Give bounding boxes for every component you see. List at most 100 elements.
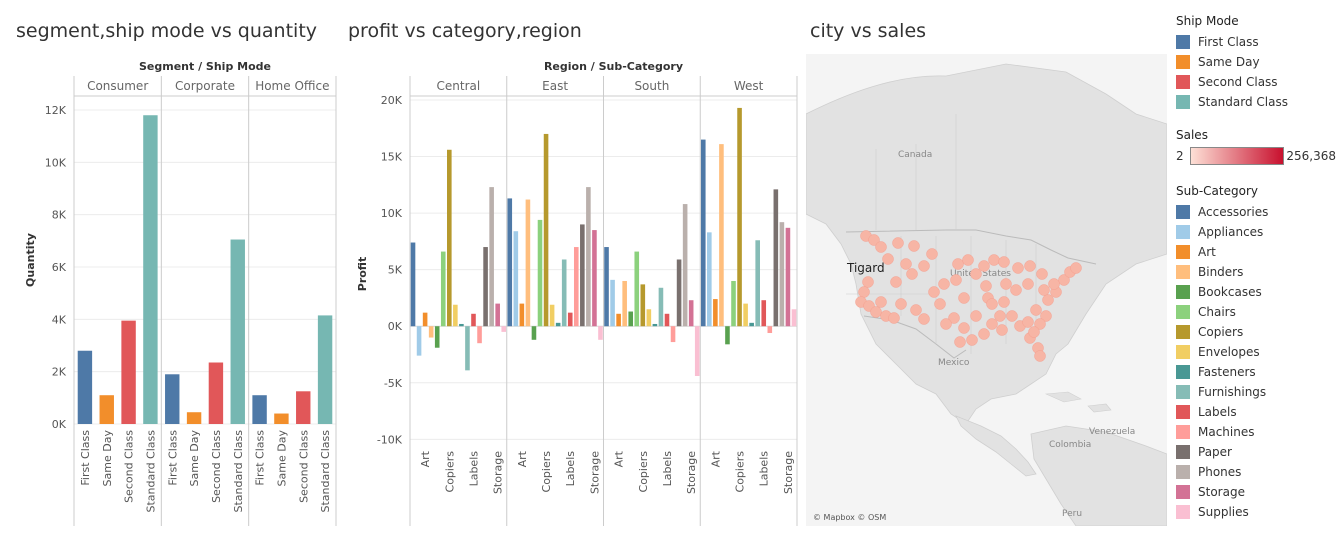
bar-south-phones [682, 204, 688, 327]
sub-category-legend-item-envelopes[interactable]: Envelopes [1176, 342, 1336, 362]
profit-bar-chart[interactable]: Region / Sub-Category Profit -10K -5K 0K 5K 10… [340, 48, 800, 538]
bar-west-supplies [791, 309, 797, 327]
bar-consumer-second-class [121, 320, 136, 424]
sales-map[interactable]: Canada United States Mexico Venezuela Co… [806, 54, 1167, 526]
legend-label: Supplies [1198, 505, 1249, 519]
legend-swatch [1176, 285, 1190, 299]
legend-swatch [1176, 485, 1190, 499]
x-tick-label: Copiers [443, 451, 456, 493]
chart2-title: profit vs category,region [348, 20, 582, 42]
y-tick-label: 4K [52, 313, 67, 326]
ship-mode-legend-item-same-day[interactable]: Same Day [1176, 52, 1336, 72]
x-tick-label: Same Day [188, 430, 201, 487]
city-point [1034, 350, 1046, 362]
y-tick-label: 8K [52, 209, 67, 222]
ship-mode-legend-item-standard-class[interactable]: Standard Class [1176, 92, 1336, 112]
legend-swatch [1176, 445, 1190, 459]
city-point [1006, 310, 1018, 322]
city-point [1070, 262, 1082, 274]
legend-label: Art [1198, 245, 1216, 259]
city-point [900, 258, 912, 270]
sub-category-legend-item-chairs[interactable]: Chairs [1176, 302, 1336, 322]
city-point [954, 336, 966, 348]
bar-east-accessories [507, 198, 513, 327]
sub-category-legend-item-bookcases[interactable]: Bookcases [1176, 282, 1336, 302]
quantity-bar-chart[interactable]: Segment / Ship Mode Quantity 0K 2K 4K 6K 8K 10K… [0, 48, 340, 538]
sub-category-legend-item-labels[interactable]: Labels [1176, 402, 1336, 422]
city-point [1012, 262, 1024, 274]
ship-mode-legend-item-first-class[interactable]: First Class [1176, 32, 1336, 52]
city-point [1040, 310, 1052, 322]
map-attribution: © Mapbox © OSM [813, 513, 886, 522]
segment-ship-mode-header: Segment / Ship Mode [139, 60, 271, 73]
sub-category-legend-item-phones[interactable]: Phones [1176, 462, 1336, 482]
x-tick-label: First Class [166, 430, 179, 486]
bar-west-machines [767, 326, 773, 334]
city-points[interactable] [855, 230, 1082, 362]
legend-label: Machines [1198, 425, 1255, 439]
bar-east-envelopes [549, 304, 555, 327]
sub-category-legend-item-copiers[interactable]: Copiers [1176, 322, 1336, 342]
bar-south-appliances [610, 279, 615, 327]
legend-swatch [1176, 405, 1190, 419]
bar-east-labels [567, 312, 573, 327]
x-tick-label: Storage [685, 451, 698, 494]
sub-category-legend-item-binders[interactable]: Binders [1176, 262, 1336, 282]
bar-central-appliances [416, 326, 422, 356]
y-tick-label: 0K [388, 320, 403, 333]
us-canada-border [845, 229, 1097, 265]
city-point [1030, 304, 1042, 316]
ship-mode-legend-item-second-class[interactable]: Second Class [1176, 72, 1336, 92]
bar-home-office-second-class [296, 391, 311, 424]
legend-swatch [1176, 505, 1190, 519]
country-label-peru: Peru [1062, 509, 1082, 519]
city-point [1034, 318, 1046, 330]
sub-category-legend-item-supplies[interactable]: Supplies [1176, 502, 1336, 522]
city-point [875, 296, 887, 308]
city-point [875, 241, 887, 253]
map-canvas[interactable]: Canada United States Mexico Venezuela Co… [806, 54, 1167, 526]
bar-central-copiers [447, 149, 452, 327]
city-point [1036, 268, 1048, 280]
sub-category-legend-item-art[interactable]: Art [1176, 242, 1336, 262]
bar-south-bookcases [628, 311, 634, 327]
region-header-south: South [634, 79, 669, 93]
chart3-title: city vs sales [810, 20, 927, 42]
city-point [940, 318, 952, 330]
city-point [918, 313, 930, 325]
bar-central-chairs [440, 251, 446, 327]
city-point [958, 322, 970, 334]
segment-header-corporate: Corporate [175, 79, 235, 93]
city-point [858, 286, 870, 298]
sales-legend-max: 256,368 [1286, 149, 1336, 163]
sub-category-legend-item-paper[interactable]: Paper [1176, 442, 1336, 462]
country-label-mexico: Mexico [938, 358, 970, 368]
legend-label: Same Day [1198, 55, 1260, 69]
city-point [908, 240, 920, 252]
legend-label: Binders [1198, 265, 1244, 279]
city-point [906, 268, 918, 280]
sales-gradient-bar [1189, 147, 1285, 165]
bar-west-envelopes [743, 303, 748, 327]
city-point [978, 328, 990, 340]
bar-central-supplies [501, 326, 507, 332]
city-point [1028, 326, 1040, 338]
sub-category-legend-item-appliances[interactable]: Appliances [1176, 222, 1336, 242]
legend-swatch [1176, 365, 1190, 379]
sub-category-legend-item-fasteners[interactable]: Fasteners [1176, 362, 1336, 382]
sub-category-legend-item-furnishings[interactable]: Furnishings [1176, 382, 1336, 402]
sub-category-legend-item-machines[interactable]: Machines [1176, 422, 1336, 442]
x-tick-label: Copiers [637, 451, 650, 493]
bar-central-bookcases [434, 326, 440, 348]
city-point [938, 278, 950, 290]
bar-central-labels [471, 313, 476, 327]
legend-label: Appliances [1198, 225, 1264, 239]
y-tick-label: 5K [388, 264, 403, 277]
bar-central-machines [477, 326, 482, 344]
city-point [1048, 278, 1060, 290]
sub-category-legend-item-storage[interactable]: Storage [1176, 482, 1336, 502]
x-tick-label: Labels [758, 451, 771, 487]
sub-category-legend-item-accessories[interactable]: Accessories [1176, 202, 1336, 222]
bar-central-accessories [410, 242, 416, 327]
segment-header-home-office: Home Office [255, 79, 329, 93]
